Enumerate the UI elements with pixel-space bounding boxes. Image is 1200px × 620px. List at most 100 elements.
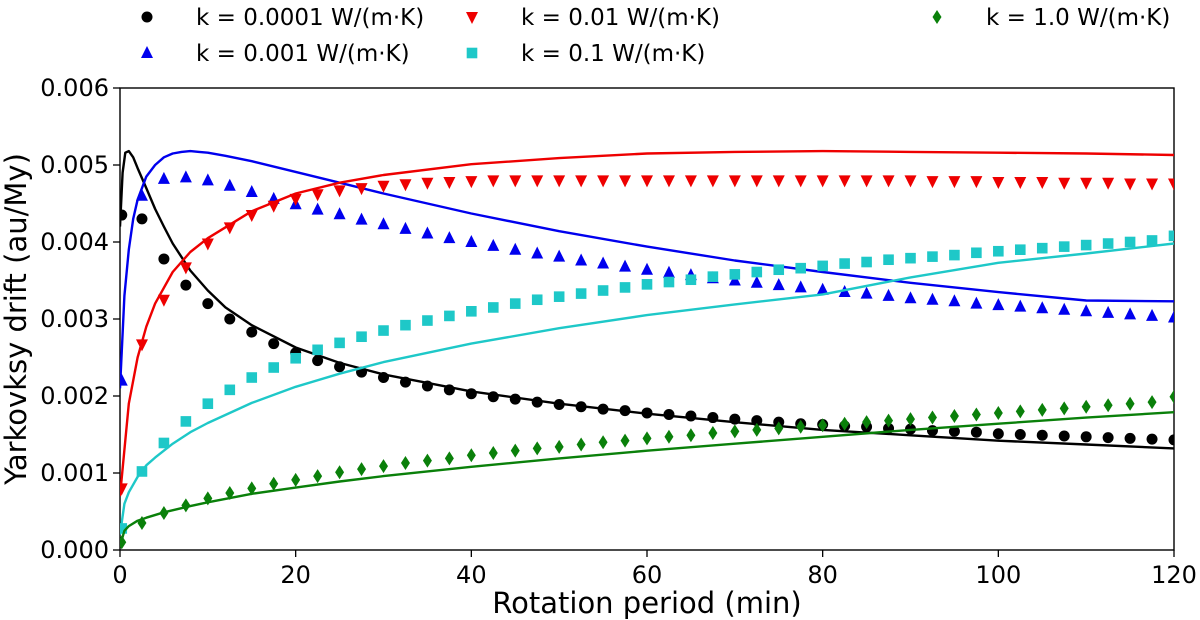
series-5-point xyxy=(884,413,894,428)
series-2-point xyxy=(553,249,566,262)
series-2-point xyxy=(970,296,983,309)
series-3-point xyxy=(772,175,785,188)
series-5-point xyxy=(620,433,630,448)
series-4-point xyxy=(1080,239,1092,251)
series-5-point xyxy=(796,419,806,434)
series-3-point xyxy=(201,238,214,251)
series-2-point xyxy=(662,265,675,278)
series-1-point xyxy=(509,393,521,405)
series-2-point xyxy=(157,171,170,184)
series-2-point xyxy=(1124,307,1137,320)
series-3-point xyxy=(509,175,522,188)
series-2-point xyxy=(1036,301,1049,314)
series-2-point xyxy=(794,280,807,293)
series-5-point xyxy=(1015,404,1025,419)
legend-marker xyxy=(466,12,478,24)
series-5-point xyxy=(708,425,718,440)
series-4-point xyxy=(531,294,543,306)
series-4-point xyxy=(553,291,565,302)
series-5-point xyxy=(159,506,169,521)
series-4-point xyxy=(444,310,455,322)
series-4-point xyxy=(1102,238,1114,249)
plot-area-frame xyxy=(119,87,1175,551)
series-3 xyxy=(120,149,1174,497)
y-axis: 0.000 0.001 0.002 0.003 0.004 0.005 0.006 xyxy=(40,74,120,564)
series-1-point xyxy=(751,415,763,427)
series-4-point xyxy=(356,331,367,343)
series-2-point xyxy=(1080,304,1093,317)
series-5-point xyxy=(642,431,652,446)
series-4-point xyxy=(597,285,609,296)
series-5-point xyxy=(247,481,257,496)
series-4-point xyxy=(729,269,741,280)
legend-entry-1: k = 0.0001 W/(m·K) xyxy=(141,5,424,31)
series-4-point xyxy=(751,266,763,278)
series-4-point xyxy=(136,466,148,477)
series-1-point xyxy=(707,412,719,424)
series-3-point xyxy=(531,175,544,188)
series-4-point xyxy=(509,298,521,309)
series-1-point xyxy=(992,428,1004,440)
series-1-point xyxy=(597,403,609,415)
legend-marker xyxy=(466,47,478,59)
series-1-point xyxy=(180,279,192,291)
y-tick-label: 0.001 xyxy=(40,459,109,487)
y-tick-label: 0.004 xyxy=(40,228,109,256)
series-5 xyxy=(120,389,1174,550)
legend-marker xyxy=(141,46,153,58)
series-4-point xyxy=(575,288,587,299)
legend-label: k = 0.01 W/(m·K) xyxy=(521,5,720,31)
series-1-point xyxy=(202,298,214,310)
series-3-point xyxy=(816,175,829,188)
series-3-point xyxy=(1146,178,1159,191)
y-tick-label: 0.002 xyxy=(40,382,109,410)
series-5-point xyxy=(1081,399,1091,414)
series-1-point xyxy=(1036,429,1048,441)
series-3-point xyxy=(1102,177,1115,190)
series-5-point xyxy=(993,405,1003,420)
series-3-model-curve xyxy=(120,149,1174,497)
y-tick-label: 0.003 xyxy=(40,305,109,333)
series-3-point xyxy=(970,176,983,189)
series-5-point xyxy=(664,429,674,444)
legend: k = 0.0001 W/(m·K) k = 0.01 W/(m·K) k = 1.… xyxy=(141,5,1170,67)
series-1-point xyxy=(1124,432,1136,444)
series-5-point xyxy=(422,453,432,468)
series-4-point xyxy=(1036,242,1048,254)
series-2-point xyxy=(399,221,412,234)
x-tick-label: 120 xyxy=(1151,561,1197,589)
series-3-point xyxy=(1014,176,1027,189)
series-5-point xyxy=(510,443,520,458)
series-4-point xyxy=(641,279,653,290)
series-4-point xyxy=(839,258,850,269)
series-3-point xyxy=(728,175,741,188)
series-3-point xyxy=(377,180,390,193)
series-1-point xyxy=(399,376,411,388)
series-5-point xyxy=(818,418,828,433)
series-3-point xyxy=(838,175,851,188)
series-5-point xyxy=(971,407,981,422)
series-4-point xyxy=(685,274,697,286)
series-5-point xyxy=(400,455,410,470)
series-5-point xyxy=(466,448,476,463)
series-5-point xyxy=(774,421,784,436)
series-5-point xyxy=(1147,395,1157,410)
series-2-point xyxy=(882,288,895,301)
series-5-point xyxy=(181,498,191,513)
series-5-point xyxy=(576,437,586,452)
series-2-point xyxy=(992,298,1005,311)
series-1-point xyxy=(421,380,433,392)
series-2-point xyxy=(750,275,763,288)
series-1-point xyxy=(729,413,741,425)
series-2-point xyxy=(135,188,148,201)
x-tick-label: 0 xyxy=(112,561,127,589)
series-1-point xyxy=(663,408,675,420)
series-5-point xyxy=(488,445,498,460)
series-4-point xyxy=(1014,244,1026,255)
x-tick-label: 20 xyxy=(280,561,311,589)
series-4-point xyxy=(334,337,345,349)
series-2-point xyxy=(816,282,829,295)
series-4-point xyxy=(422,315,433,326)
series-3-point xyxy=(157,294,170,307)
